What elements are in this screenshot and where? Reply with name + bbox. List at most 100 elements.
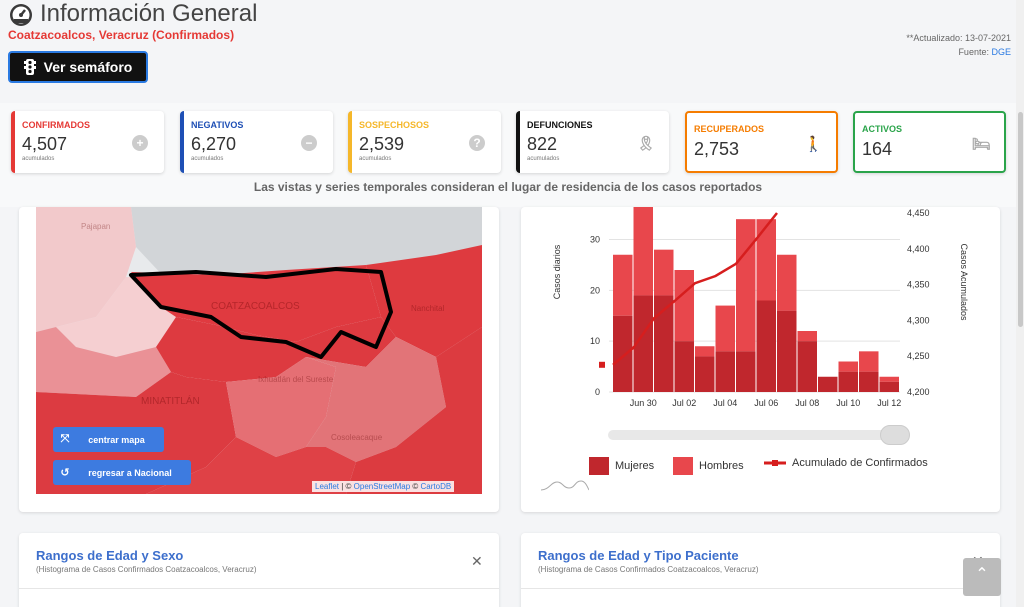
map-label-pajapan: Pajapan <box>81 222 110 231</box>
legend-mujeres[interactable]: Mujeres <box>589 457 654 475</box>
bar-mujeres <box>777 310 797 392</box>
section-subtitle: (Histograma de Casos Confirmados Coatzac… <box>538 565 759 574</box>
municipality-region <box>366 245 482 357</box>
ver-semaforo-label: Ver semáforo <box>43 59 133 75</box>
sparkline-icon <box>541 480 589 491</box>
bar-mujeres <box>818 376 838 392</box>
card-label: SOSPECHOSOS <box>359 120 430 130</box>
regresar-nacional-label: regresar a Nacional <box>88 467 172 478</box>
ver-semaforo-button[interactable]: Ver semáforo <box>8 51 148 83</box>
bar-hombres <box>838 361 858 372</box>
map-label-cosoleacaque: Cosoleacaque <box>331 433 383 442</box>
plus-circle-icon: + <box>132 135 148 151</box>
y-tick-label: 10 <box>590 336 600 346</box>
question-circle-icon: ? <box>469 135 485 151</box>
bar-hombres <box>879 376 899 382</box>
section-title: Rangos de Edad y Sexo <box>36 548 184 563</box>
card-label: DEFUNCIONES <box>527 120 593 130</box>
y-tick-label: 30 <box>590 235 600 245</box>
legend-line-swatch <box>764 460 786 466</box>
bar-mujeres <box>879 381 899 392</box>
bar-hombres <box>695 346 715 357</box>
card-value: 822 <box>527 134 558 154</box>
leaflet-link[interactable]: Leaflet <box>315 482 340 491</box>
card-sublabel: acumulados <box>527 156 560 162</box>
municipality-pajapan <box>36 207 136 332</box>
card-confirmados[interactable]: CONFIRMADOS 4,507 acumulados + <box>11 111 164 173</box>
bar-mujeres <box>715 351 735 392</box>
ribbon-icon: 🎗 <box>637 135 655 151</box>
bar-hombres <box>654 249 674 296</box>
municipality-region <box>36 327 171 397</box>
card-value: 6,270 <box>191 134 237 154</box>
map-label-minatitlan: MINATITLÁN <box>141 394 200 407</box>
dashboard-gauge-icon <box>10 4 32 26</box>
card-sublabel: acumulados <box>191 156 224 162</box>
y-tick-label: 0 <box>595 387 600 397</box>
bar-mujeres <box>797 341 817 392</box>
legend-label: Mujeres <box>615 460 655 472</box>
y2-tick-label: 4,200 <box>907 387 930 397</box>
legend-swatch-mujeres <box>589 457 609 475</box>
update-info: **Actualizado: 13-07-2021 Fuente: DGE <box>906 31 1011 59</box>
card-label: RECUPERADOS <box>694 124 765 134</box>
card-value: 2,753 <box>694 139 740 159</box>
walking-icon: 🚶 <box>804 136 823 153</box>
scrollbar-thumb[interactable] <box>1018 112 1023 327</box>
legend-hombres[interactable]: Hombres <box>673 457 744 475</box>
range-slider-handle[interactable] <box>880 425 910 445</box>
legend-swatch-hombres <box>673 457 693 475</box>
daily-cases-chart[interactable]: 0 10 20 30 4,200 4,250 4,300 4,350 4,400 4,450 J… <box>521 207 1000 407</box>
range-slider-track[interactable] <box>608 430 906 440</box>
centrar-mapa-button[interactable]: ⤧ centrar mapa <box>53 427 164 452</box>
cumulative-point <box>599 361 605 368</box>
card-negativos[interactable]: NEGATIVOS 6,270 acumulados − <box>180 111 333 173</box>
close-icon[interactable]: ✕ <box>471 553 483 569</box>
minus-circle-icon: − <box>301 135 317 151</box>
bar-mujeres <box>633 295 653 392</box>
legend-acumulado[interactable]: Acumulado de Confirmados <box>764 457 928 469</box>
bar-hombres <box>633 207 653 296</box>
x-tick-label: Jul 06 <box>754 398 778 407</box>
page-title-text: Información General <box>40 0 258 27</box>
regresar-nacional-button[interactable]: ↺ regresar a Nacional <box>53 460 191 485</box>
card-recuperados[interactable]: RECUPERADOS 2,753 🚶 <box>685 111 838 173</box>
compress-arrows-icon: ⤧ <box>60 433 70 445</box>
divider <box>521 588 1000 589</box>
bar-mujeres <box>859 371 879 392</box>
card-sospechosos[interactable]: SOSPECHOSOS 2,539 acumulados ? <box>348 111 501 173</box>
card-sublabel: acumulados <box>22 156 55 162</box>
bar-hombres <box>674 270 694 342</box>
x-tick-label: Jun 30 <box>630 398 657 407</box>
bar-hombres <box>859 351 879 372</box>
y2-tick-label: 4,400 <box>907 244 930 254</box>
map-attribution: Leaflet | © OpenStreetMap © CartoDB <box>312 481 455 492</box>
card-activos[interactable]: ACTIVOS 164 🛏 <box>853 111 1006 173</box>
municipality-region <box>146 437 356 494</box>
municipality-ixhuatlan <box>226 357 336 457</box>
residence-note: Las vistas y series temporales considera… <box>253 180 763 194</box>
section-subtitle: (Histograma de Casos Confirmados Coatzac… <box>36 565 257 574</box>
legend-label: Hombres <box>699 460 744 472</box>
bar-hombres <box>756 219 776 301</box>
card-sublabel: acumulados <box>359 156 392 162</box>
legend-label: Acumulado de Confirmados <box>792 457 928 469</box>
card-defunciones[interactable]: DEFUNCIONES 822 acumulados 🎗 <box>516 111 669 173</box>
y2-tick-label: 4,350 <box>907 280 930 290</box>
card-value: 164 <box>862 139 893 159</box>
updated-date: **Actualizado: 13-07-2021 <box>906 33 1011 43</box>
source-link[interactable]: DGE <box>991 47 1011 57</box>
selected-municipality-outline <box>129 267 393 359</box>
page-title: Información General <box>8 0 257 28</box>
cartodb-link[interactable]: CartoDB <box>420 482 452 491</box>
x-tick-label: Jul 02 <box>672 398 696 407</box>
bar-hombres <box>797 331 817 342</box>
bar-hombres <box>715 305 735 352</box>
section-edad-tipo-paciente <box>521 533 1000 607</box>
chevron-up-icon: ⌃ <box>975 566 989 583</box>
scroll-to-top-button[interactable]: ⌃ <box>963 558 1001 596</box>
osm-link[interactable]: OpenStreetMap <box>353 482 411 491</box>
bar-mujeres <box>613 315 633 392</box>
y2-axis-label: Casos Acumulados <box>959 243 969 321</box>
x-tick-label: Jul 10 <box>836 398 860 407</box>
